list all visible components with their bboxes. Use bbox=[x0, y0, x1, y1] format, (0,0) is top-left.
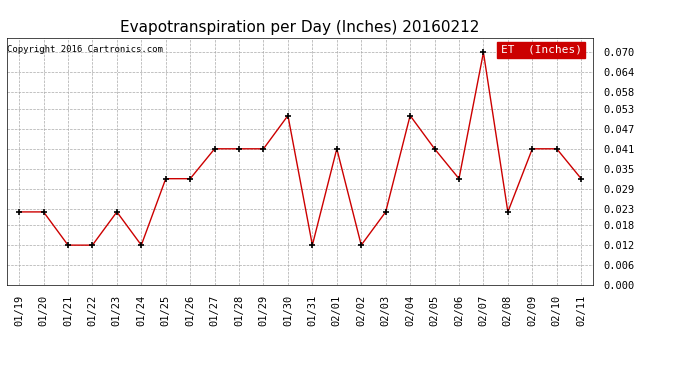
Title: Evapotranspiration per Day (Inches) 20160212: Evapotranspiration per Day (Inches) 2016… bbox=[121, 20, 480, 35]
Text: ET  (Inches): ET (Inches) bbox=[501, 45, 582, 55]
Text: Copyright 2016 Cartronics.com: Copyright 2016 Cartronics.com bbox=[7, 45, 163, 54]
